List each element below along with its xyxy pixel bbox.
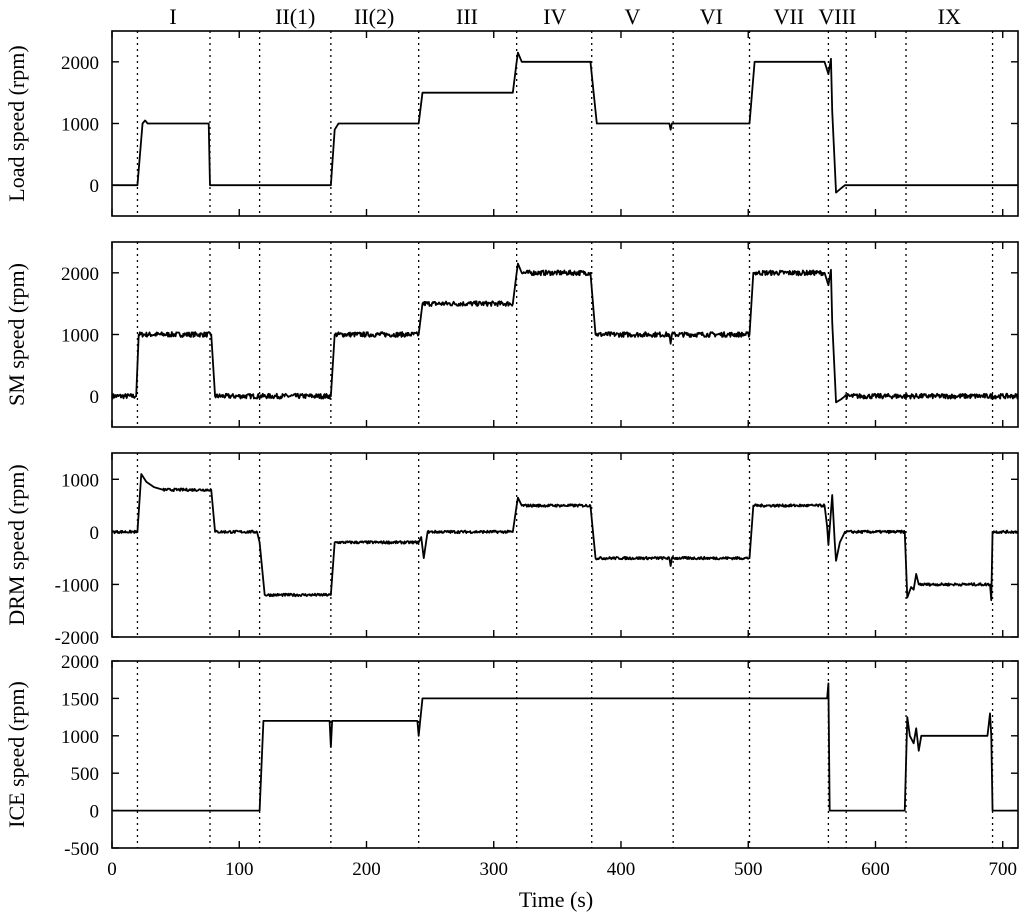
y-tick-label: -2000 — [55, 628, 99, 649]
x-tick-label: 500 — [734, 859, 763, 880]
x-tick-label: 100 — [225, 859, 254, 880]
y-tick-label: 2000 — [61, 53, 99, 74]
phase-label: V — [624, 4, 640, 29]
y-axis-title-ice: ICE speed (rpm) — [4, 681, 29, 828]
phase-label: II(2) — [354, 4, 394, 29]
x-tick-label: 300 — [479, 859, 508, 880]
y-tick-label: 0 — [90, 523, 100, 544]
y-tick-label: 500 — [71, 764, 100, 785]
plot-frame — [111, 452, 1019, 638]
phase-label: IX — [938, 4, 961, 29]
phase-label: VI — [700, 4, 723, 29]
x-tick-label: 200 — [352, 859, 381, 880]
y-tick-label: -500 — [64, 839, 99, 860]
y-axis-title-load: Load speed (rpm) — [4, 45, 29, 201]
x-tick-label: 400 — [607, 859, 636, 880]
panel-drm: -2000 -1000 0 1000 DRM speed (rpm) — [4, 452, 1019, 649]
y-tick-label: 1000 — [61, 115, 99, 136]
phase-label: I — [169, 4, 176, 29]
panels: 0 1000 2000 Load speed (rpm) 0 1000 2000 SM spe… — [4, 30, 1019, 860]
y-tick-label: 0 — [90, 176, 100, 197]
y-tick-label: 2000 — [61, 264, 99, 285]
phase-label: VII — [774, 4, 805, 29]
x-axis: 0 100 200 300 400 500 600 700 — [107, 859, 1017, 880]
y-tick-label: 1500 — [61, 689, 99, 710]
series-line-ice — [112, 682, 1018, 812]
x-tick-label: 0 — [107, 859, 117, 880]
y-tick-label: -1000 — [55, 575, 99, 596]
y-tick-label: 1000 — [61, 727, 99, 748]
plot-frame — [111, 30, 1019, 217]
series-line-load — [112, 51, 1018, 194]
phase-label: IV — [543, 4, 566, 29]
y-axis-title-sm: SM speed (rpm) — [4, 263, 29, 406]
y-tick-label: 1000 — [61, 326, 99, 347]
phase-label: III — [456, 4, 478, 29]
x-tick-label: 600 — [861, 859, 890, 880]
phase-label: II(1) — [275, 4, 315, 29]
y-tick-label: 1000 — [61, 470, 99, 491]
plot-frame — [111, 660, 1019, 849]
series-line-drm — [111, 473, 1019, 602]
phase-label: VIII — [818, 4, 856, 29]
y-tick-label: 2000 — [61, 652, 99, 673]
series-line-sm — [111, 262, 1019, 404]
phase-labels: I II(1) II(2) III IV V VI VII VIII IX — [169, 4, 961, 29]
y-tick-label: 0 — [90, 802, 100, 823]
x-axis-title: Time (s) — [519, 887, 593, 912]
x-tick-label: 700 — [988, 859, 1017, 880]
y-tick-label: 0 — [90, 387, 100, 408]
panel-ice: -500 0 500 1000 1500 2000 ICE speed (rpm) — [4, 652, 1019, 860]
y-axis-title-drm: DRM speed (rpm) — [4, 464, 29, 625]
panel-sm: 0 1000 2000 SM speed (rpm) — [4, 241, 1019, 428]
panel-load: 0 1000 2000 Load speed (rpm) — [4, 30, 1019, 217]
